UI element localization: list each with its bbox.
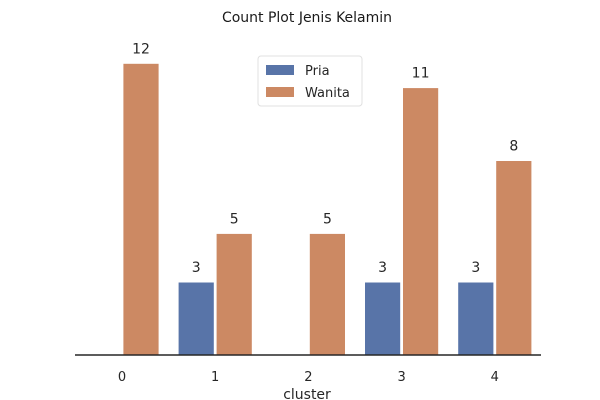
bar-wanita-cluster-1 bbox=[215, 233, 253, 356]
bar-wanita-cluster-2 bbox=[308, 233, 346, 356]
bar-wanita-cluster-0 bbox=[122, 63, 160, 356]
x-tick-label-4: 4 bbox=[491, 370, 499, 385]
chart-title: Count Plot Jenis Kelamin bbox=[222, 10, 392, 26]
x-tick-label-2: 2 bbox=[304, 370, 312, 385]
x-tick-label-1: 1 bbox=[211, 370, 219, 385]
legend-label-wanita: Wanita bbox=[305, 86, 350, 101]
x-tick-label-0: 0 bbox=[118, 370, 126, 385]
x-axis-label: cluster bbox=[283, 387, 331, 400]
data-label-wanita-cluster-1: 5 bbox=[230, 212, 239, 228]
data-label-wanita-cluster-0: 12 bbox=[132, 41, 150, 57]
data-label-pria-cluster-1: 3 bbox=[192, 260, 201, 276]
data-label-pria-cluster-4: 3 bbox=[471, 260, 480, 276]
data-label-wanita-cluster-4: 8 bbox=[509, 139, 518, 155]
bar-pria-cluster-4 bbox=[457, 281, 495, 356]
bar-pria-cluster-1 bbox=[177, 281, 215, 356]
x-tick-labels: 0 1 2 3 4 bbox=[118, 370, 499, 385]
data-label-wanita-cluster-3: 11 bbox=[412, 66, 430, 82]
bar-wanita-cluster-4 bbox=[495, 160, 533, 356]
bar-pria-cluster-3 bbox=[364, 281, 402, 356]
data-label-pria-cluster-3: 3 bbox=[378, 260, 387, 276]
bar-wanita-cluster-3 bbox=[402, 87, 440, 356]
legend: Pria Wanita bbox=[257, 55, 363, 107]
data-label-wanita-cluster-2: 5 bbox=[323, 212, 332, 228]
legend-swatch-wanita bbox=[266, 87, 294, 97]
x-tick-label-3: 3 bbox=[397, 370, 405, 385]
legend-label-pria: Pria bbox=[305, 64, 330, 79]
bars-layer: 12 3 5 5 3 11 3 8 bbox=[122, 41, 533, 356]
legend-swatch-pria bbox=[266, 65, 294, 75]
